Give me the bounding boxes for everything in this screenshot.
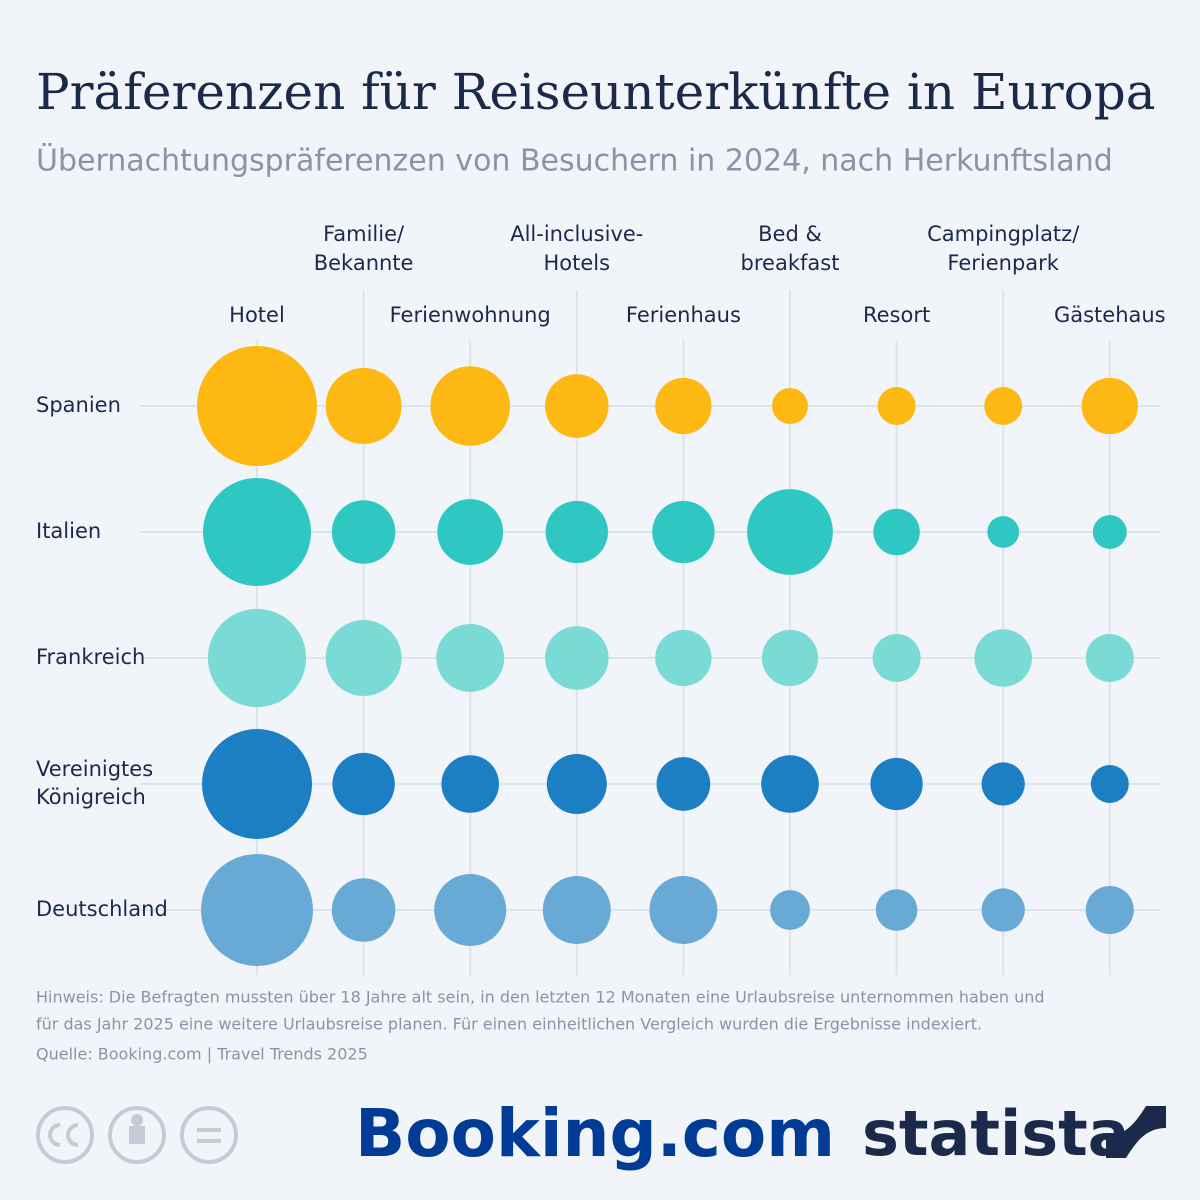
bubble [441, 755, 499, 813]
bubble [331, 500, 396, 564]
chart-subtitle: Übernachtungspräferenzen von Besuchern i… [36, 143, 1113, 179]
column-label: Resort [863, 303, 930, 327]
bubble [649, 876, 718, 944]
bubble [1092, 515, 1127, 549]
bubble [772, 388, 808, 424]
bubble [652, 500, 715, 564]
bubble [437, 499, 504, 565]
bubble [656, 757, 711, 811]
row-label: Deutschland [36, 897, 168, 921]
column-label: Ferienwohnung [390, 303, 551, 327]
row-label: Italien [36, 519, 101, 543]
bubble [1085, 634, 1134, 682]
bubble [434, 874, 507, 946]
bubble [202, 729, 312, 839]
source: Quelle: Booking.com | Travel Trends 2025 [36, 1045, 368, 1064]
bubble [875, 889, 918, 931]
bubble [770, 890, 810, 930]
bubble [545, 626, 609, 690]
column-label: Ferienhaus [626, 303, 741, 327]
column-label: Ferienpark [947, 251, 1059, 275]
bubble [331, 878, 396, 942]
bubble [207, 608, 307, 708]
plot: Hotel Familie/Bekannte Ferienwohnung All-in… [36, 222, 1166, 966]
bubble [325, 620, 402, 696]
note: Hinweis: Die Befragten mussten über 18 J… [36, 988, 1045, 1007]
bubble [655, 629, 712, 687]
column-label: Hotels [544, 251, 611, 275]
bubble [1085, 886, 1134, 934]
row-label: Königreich [36, 785, 146, 809]
bubble [761, 629, 819, 687]
bubble [987, 516, 1020, 548]
bubble [1090, 765, 1129, 803]
bubble [981, 888, 1025, 932]
row-label: Frankreich [36, 645, 145, 669]
bubble [545, 500, 608, 564]
bubble [974, 629, 1032, 687]
bubble [877, 387, 916, 425]
column-label: Bekannte [314, 251, 414, 275]
bubble [873, 508, 920, 556]
column-label: Hotel [229, 303, 285, 327]
bubble [870, 757, 923, 811]
bubble [201, 854, 313, 966]
bubble [1081, 377, 1138, 435]
bubble [546, 754, 607, 814]
bubble [203, 478, 311, 586]
bubble [761, 755, 819, 813]
statista-icon [1106, 1106, 1166, 1158]
bubble [655, 377, 712, 435]
bubble [332, 752, 395, 816]
row-label: Vereinigtes [36, 757, 153, 781]
column-label: All-inclusive- [510, 222, 643, 246]
booking-logo: Booking.com [355, 1095, 835, 1172]
chart-title: Präferenzen für Reiseunterkünfte in Euro… [36, 63, 1156, 121]
column-label: Bed & [758, 222, 822, 246]
license-icons [36, 1106, 238, 1164]
bubble [436, 624, 505, 692]
column-label: breakfast [741, 251, 840, 275]
bubble [325, 368, 402, 444]
bubble [197, 346, 317, 466]
bubble [872, 634, 921, 682]
bubble [545, 374, 609, 438]
bubble [542, 876, 611, 944]
note: für das Jahr 2025 eine weitere Urlaubsre… [36, 1015, 982, 1034]
statista-logo: statista [862, 1097, 1130, 1170]
bubble [984, 387, 1023, 425]
column-label: Familie/ [323, 222, 405, 246]
bubble [747, 489, 833, 575]
column-label: Campingplatz/ [927, 222, 1080, 246]
row-label: Spanien [36, 393, 121, 417]
column-label: Gästehaus [1054, 303, 1166, 327]
bubble [981, 762, 1025, 806]
bubble [430, 366, 510, 446]
